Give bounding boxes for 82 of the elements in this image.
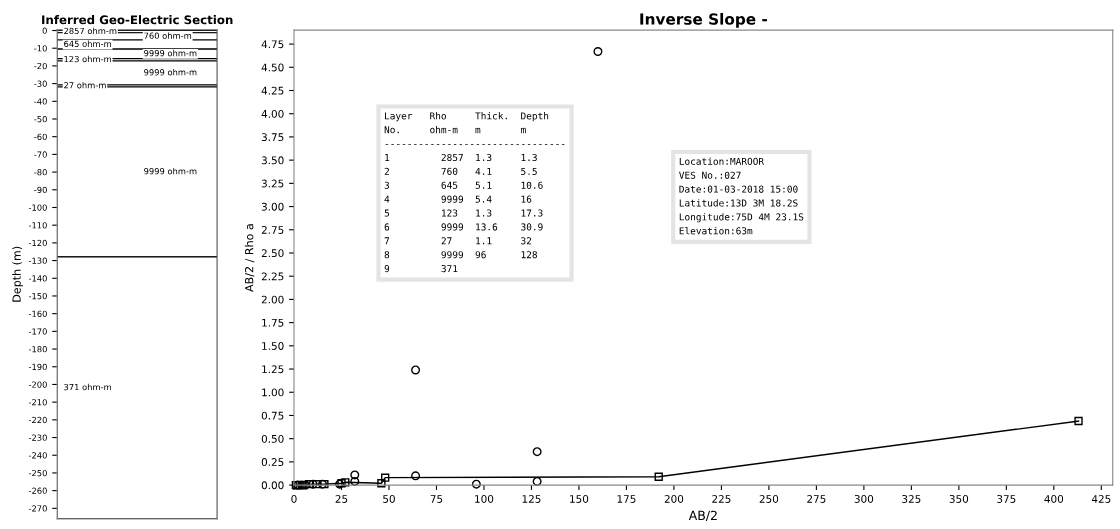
series-label: 2857 ohm-m bbox=[64, 27, 117, 35]
x-tick-label: 275 bbox=[807, 495, 826, 503]
y-tick-label: -130 bbox=[28, 257, 47, 264]
y-tick-label: 0.75 bbox=[261, 411, 284, 420]
x-tick-label: 300 bbox=[854, 495, 874, 503]
series-label: 760 ohm-m bbox=[144, 32, 192, 39]
series-label: 27 ohm-m bbox=[64, 81, 106, 89]
y-tick-label: 1.50 bbox=[262, 342, 284, 350]
y-tick-label: -110 bbox=[28, 222, 47, 229]
y-tick-label: 2.25 bbox=[261, 272, 284, 281]
y-tick-label: -140 bbox=[28, 275, 47, 282]
x-tick-label: 125 bbox=[522, 495, 541, 503]
x-tick-label: 375 bbox=[997, 495, 1016, 503]
y-tick-label: 3.50 bbox=[261, 156, 284, 165]
x-tick-label: 200 bbox=[664, 495, 684, 503]
y-tick-label: -30 bbox=[34, 80, 47, 87]
y-tick-label: 4.75 bbox=[261, 40, 284, 49]
y-tick-label: -160 bbox=[28, 310, 47, 317]
y-tick-label: -190 bbox=[28, 363, 47, 371]
x-tick-label: 225 bbox=[712, 495, 731, 503]
y-tick-label: -210 bbox=[28, 399, 47, 406]
chart-title: Inverse Slope - bbox=[640, 12, 767, 28]
y-axis-title: Depth (m) bbox=[12, 246, 23, 302]
y-tick-label: -70 bbox=[34, 151, 47, 158]
y-tick-label: 1.25 bbox=[262, 365, 284, 374]
y-tick-label: 3.75 bbox=[261, 133, 284, 142]
x-tick-label: 0 bbox=[291, 495, 297, 503]
series-label: 9999 ohm-m bbox=[144, 167, 197, 175]
x-tick-label: 150 bbox=[570, 495, 589, 503]
y-tick-label: 1.00 bbox=[262, 388, 284, 397]
y-tick-label: -220 bbox=[28, 416, 47, 424]
x-tick-label: 350 bbox=[949, 495, 969, 503]
x-tick-label: 75 bbox=[430, 495, 443, 503]
y-tick-label: -40 bbox=[34, 98, 47, 105]
series-label: 371 ohm-m bbox=[64, 383, 111, 391]
y-tick-label: 0.50 bbox=[261, 434, 284, 443]
series-label: 9999 ohm-m bbox=[144, 49, 197, 57]
x-tick-label: 325 bbox=[902, 495, 921, 503]
x-tick-label: 400 bbox=[1044, 495, 1064, 503]
y-tick-label: -230 bbox=[28, 434, 47, 441]
y-tick-label: 0.25 bbox=[261, 458, 284, 466]
x-tick-label: 50 bbox=[383, 495, 395, 503]
y-tick-label: -120 bbox=[28, 239, 47, 247]
x-tick-label: 425 bbox=[1091, 495, 1111, 503]
y-tick-label: -10 bbox=[34, 45, 47, 52]
y-axis-title: AB/2 / Rho a bbox=[244, 224, 255, 292]
chart-title: Inferred Geo-Electric Section bbox=[42, 15, 233, 25]
y-tick-label: 4.50 bbox=[261, 63, 284, 72]
y-tick-label: -260 bbox=[28, 487, 47, 494]
series-label: 123 ohm-m bbox=[64, 55, 111, 63]
y-tick-label: -90 bbox=[34, 186, 47, 194]
y-tick-label: -180 bbox=[28, 346, 47, 353]
x-tick-label: 100 bbox=[475, 495, 494, 503]
y-tick-label: -250 bbox=[28, 469, 47, 477]
y-tick-label: -170 bbox=[28, 328, 47, 335]
y-tick-label: 2.75 bbox=[261, 226, 284, 234]
y-tick-label: -50 bbox=[34, 115, 47, 123]
y-tick-label: 0 bbox=[42, 27, 47, 34]
y-tick-label: -60 bbox=[34, 133, 47, 140]
y-tick-label: -200 bbox=[28, 381, 47, 388]
annotation: Location:MAROOR VES No.:027 Date:01-03-2018 15:00 Latitude:13D 3M 18.2S Longitude:75D 4M 23.1S Elevation:63m bbox=[679, 157, 804, 235]
x-tick-label: 250 bbox=[759, 495, 779, 503]
y-tick-label: -80 bbox=[34, 169, 47, 176]
y-tick-label: -150 bbox=[28, 292, 47, 300]
y-tick-label: -240 bbox=[28, 452, 47, 459]
y-tick-label: 1.75 bbox=[262, 318, 284, 327]
series-label: 9999 ohm-m bbox=[144, 68, 197, 76]
text: Layer Rho Thick. Depth No. ohm-m m m -------------------------------- 1 2857 1.3 1.3 2 760 4.1 5.5 3 645 5.1 10.6 4 9999 5.4 16 5 123 1.3 17.3 6 9999 13.6 30.9 7 27 1.1 32 8 9999 96 128 9 371 bbox=[384, 112, 565, 273]
x-tick-label: 175 bbox=[617, 495, 636, 503]
y-tick-label: 4.25 bbox=[261, 86, 284, 95]
x-tick-label: 25 bbox=[335, 495, 348, 503]
x-axis-title: AB/2 bbox=[688, 510, 717, 522]
series-label: 645 ohm-m bbox=[64, 40, 111, 47]
y-tick-label: 3.00 bbox=[261, 202, 284, 211]
y-tick-label: 2.50 bbox=[261, 249, 284, 258]
y-tick-label: 4.00 bbox=[261, 109, 284, 118]
y-tick-label: -20 bbox=[34, 62, 47, 70]
y-tick-label: -100 bbox=[28, 204, 47, 211]
y-tick-label: 2.00 bbox=[261, 295, 284, 304]
y-tick-label: -270 bbox=[28, 505, 47, 512]
y-tick-label: 3.25 bbox=[261, 179, 284, 188]
y-tick-label: 0.00 bbox=[261, 481, 284, 490]
